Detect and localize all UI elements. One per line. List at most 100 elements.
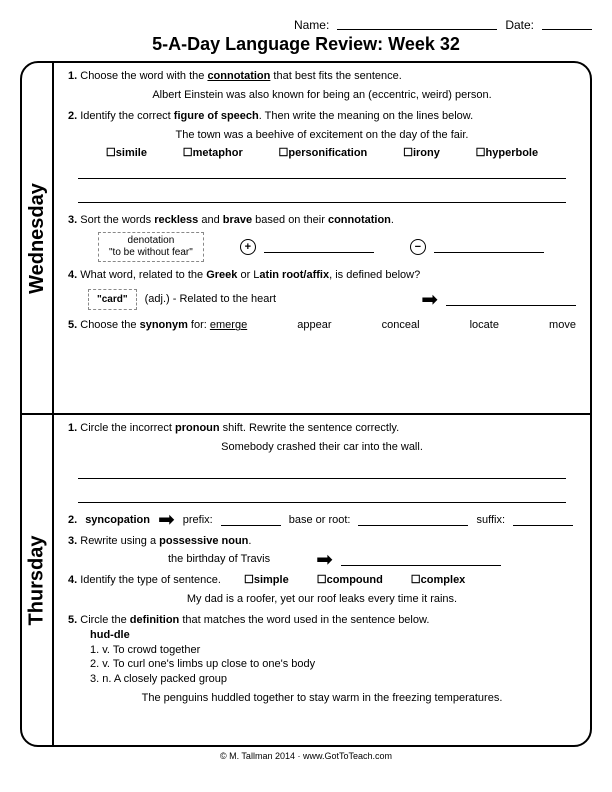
bold-term: Greek [206, 269, 237, 281]
opt-hyperbole[interactable]: ☐hyperbole [476, 146, 538, 161]
q3-blank[interactable] [341, 554, 501, 566]
denotation-box: denotation "to be without fear" [98, 232, 204, 262]
q-number: 1. [68, 422, 77, 434]
write-line[interactable] [78, 489, 566, 503]
thu-q5: 5. Circle the definition that matches th… [68, 613, 576, 706]
date-blank[interactable] [542, 18, 592, 30]
syn-opt[interactable]: conceal [382, 318, 420, 333]
thu-q1: 1. Circle the incorrect pronoun shift. R… [68, 421, 576, 503]
q2-options: ☐simile ☐metaphor ☐personification ☐iron… [88, 146, 556, 161]
wednesday-content: 1. Choose the word with the connotation … [54, 63, 590, 413]
suffix-label: suffix: [476, 513, 505, 528]
q-number: 5. [68, 614, 77, 626]
opt-simple[interactable]: ☐simple [244, 573, 289, 588]
q-text: Circle the incorrect [80, 422, 175, 434]
prefix-blank[interactable] [221, 514, 281, 526]
worksheet-page: Name: Date: 5-A-Day Language Review: Wee… [0, 0, 612, 792]
q-text: Identify the type of sentence. [80, 574, 221, 586]
denot-label: denotation [128, 235, 175, 246]
def-2[interactable]: 2. v. To curl one's limbs up close to on… [90, 657, 576, 672]
q5-word: emerge [210, 319, 247, 331]
q-number: 4. [68, 269, 77, 281]
opt-personification[interactable]: ☐personification [279, 146, 368, 161]
q-text: What word, related to the [80, 269, 206, 281]
q-text: , is defined below? [329, 269, 420, 281]
bold-term: connotation [207, 70, 270, 82]
q-number: 2. [68, 110, 77, 122]
write-line[interactable] [78, 165, 566, 179]
q-text: or L [237, 269, 259, 281]
opt-irony[interactable]: ☐irony [403, 146, 440, 161]
q-number: 2. [68, 513, 77, 528]
write-line[interactable] [78, 465, 566, 479]
opt-simile[interactable]: ☐simile [106, 146, 147, 161]
entry-word: hud-dle [90, 629, 130, 641]
syn-opt[interactable]: locate [470, 318, 499, 333]
date-label: Date: [505, 18, 534, 32]
q-number: 3. [68, 535, 77, 547]
plus-circle-icon: + [240, 239, 256, 255]
prefix-label: prefix: [183, 513, 213, 528]
denot-text: "to be without fear" [109, 247, 193, 258]
syn-opt[interactable]: appear [297, 318, 331, 333]
bold-term: connotation [328, 214, 391, 226]
wed-q3: 3. Sort the words reckless and brave bas… [68, 213, 576, 262]
bold-term: figure of speech [174, 110, 259, 122]
opt-compound[interactable]: ☐compound [317, 573, 383, 588]
opt-metaphor[interactable]: ☐metaphor [183, 146, 243, 161]
thu-q4: 4. Identify the type of sentence. ☐simpl… [68, 573, 576, 607]
q4-def: (adj.) - Related to the heart [145, 292, 276, 307]
minus-blank[interactable] [434, 241, 544, 253]
write-line[interactable] [78, 189, 566, 203]
wed-q5: 5. Choose the synonym for: emerge appear… [68, 318, 576, 333]
suffix-blank[interactable] [513, 514, 573, 526]
q5-sentence: The penguins huddled together to stay wa… [68, 691, 576, 706]
def-1[interactable]: 1. v. To crowd together [90, 643, 576, 658]
q-number: 5. [68, 319, 77, 331]
q-text: that matches the word used in the senten… [179, 614, 429, 626]
opt-complex[interactable]: ☐complex [411, 573, 466, 588]
q-text: based on their [252, 214, 328, 226]
q-text: Sort the words [80, 214, 154, 226]
q-text: Choose the word with the [80, 70, 207, 82]
q5-entry: hud-dle 1. v. To crowd together 2. v. To… [90, 628, 576, 687]
q2-lines [78, 165, 566, 203]
syn-opt[interactable]: move [549, 318, 576, 333]
q4-blank[interactable] [446, 294, 576, 306]
q-text: shift. Rewrite the sentence correctly. [220, 422, 400, 434]
plus-blank[interactable] [264, 241, 374, 253]
bold-term: reckless [154, 214, 198, 226]
q-number: 3. [68, 214, 77, 226]
q-text: for: [188, 319, 210, 331]
def-3[interactable]: 3. n. A closely packed group [90, 672, 576, 687]
q4-options: ☐simple ☐compound ☐complex [244, 573, 465, 588]
q-text: . Then write the meaning on the lines be… [259, 110, 473, 122]
wed-q2: 2. Identify the correct figure of speech… [68, 109, 576, 204]
name-blank[interactable] [337, 18, 497, 30]
minus-circle-icon: − [410, 239, 426, 255]
bold-term: pronoun [175, 422, 220, 434]
thursday-label: Thursday [26, 535, 49, 625]
page-title: 5-A-Day Language Review: Week 32 [20, 34, 592, 55]
root-box: "card" [88, 289, 137, 311]
q2-sentence: The town was a beehive of excitement on … [68, 128, 576, 143]
bold-term: atin root/affix [259, 269, 329, 281]
q1-sentence[interactable]: Albert Einstein was also known for being… [68, 88, 576, 103]
q-text: Rewrite using a [80, 535, 159, 547]
q-number: 1. [68, 70, 77, 82]
q-text: Identify the correct [80, 110, 174, 122]
thursday-content: 1. Circle the incorrect pronoun shift. R… [54, 415, 590, 745]
thu-q2: 2. syncopation ➡ prefix: base or root: s… [68, 513, 576, 528]
q-number: 4. [68, 574, 77, 586]
thu-q3: 3. Rewrite using a possessive noun. the … [68, 534, 576, 568]
q4-row: "card" (adj.) - Related to the heart ➡ [88, 289, 576, 311]
q1-sentence[interactable]: Somebody crashed their car into the wall… [68, 440, 576, 455]
wednesday-label: Wednesday [26, 183, 49, 294]
q3-phrase: the birthday of Travis [168, 552, 270, 567]
footer: © M. Tallman 2014 · www.GotToTeach.com [20, 751, 592, 761]
header-row: Name: Date: [20, 18, 592, 32]
base-blank[interactable] [358, 514, 468, 526]
thursday-block: Thursday 1. Circle the incorrect pronoun… [22, 415, 590, 745]
q-text: Choose the [80, 319, 139, 331]
wednesday-tab: Wednesday [22, 63, 54, 413]
